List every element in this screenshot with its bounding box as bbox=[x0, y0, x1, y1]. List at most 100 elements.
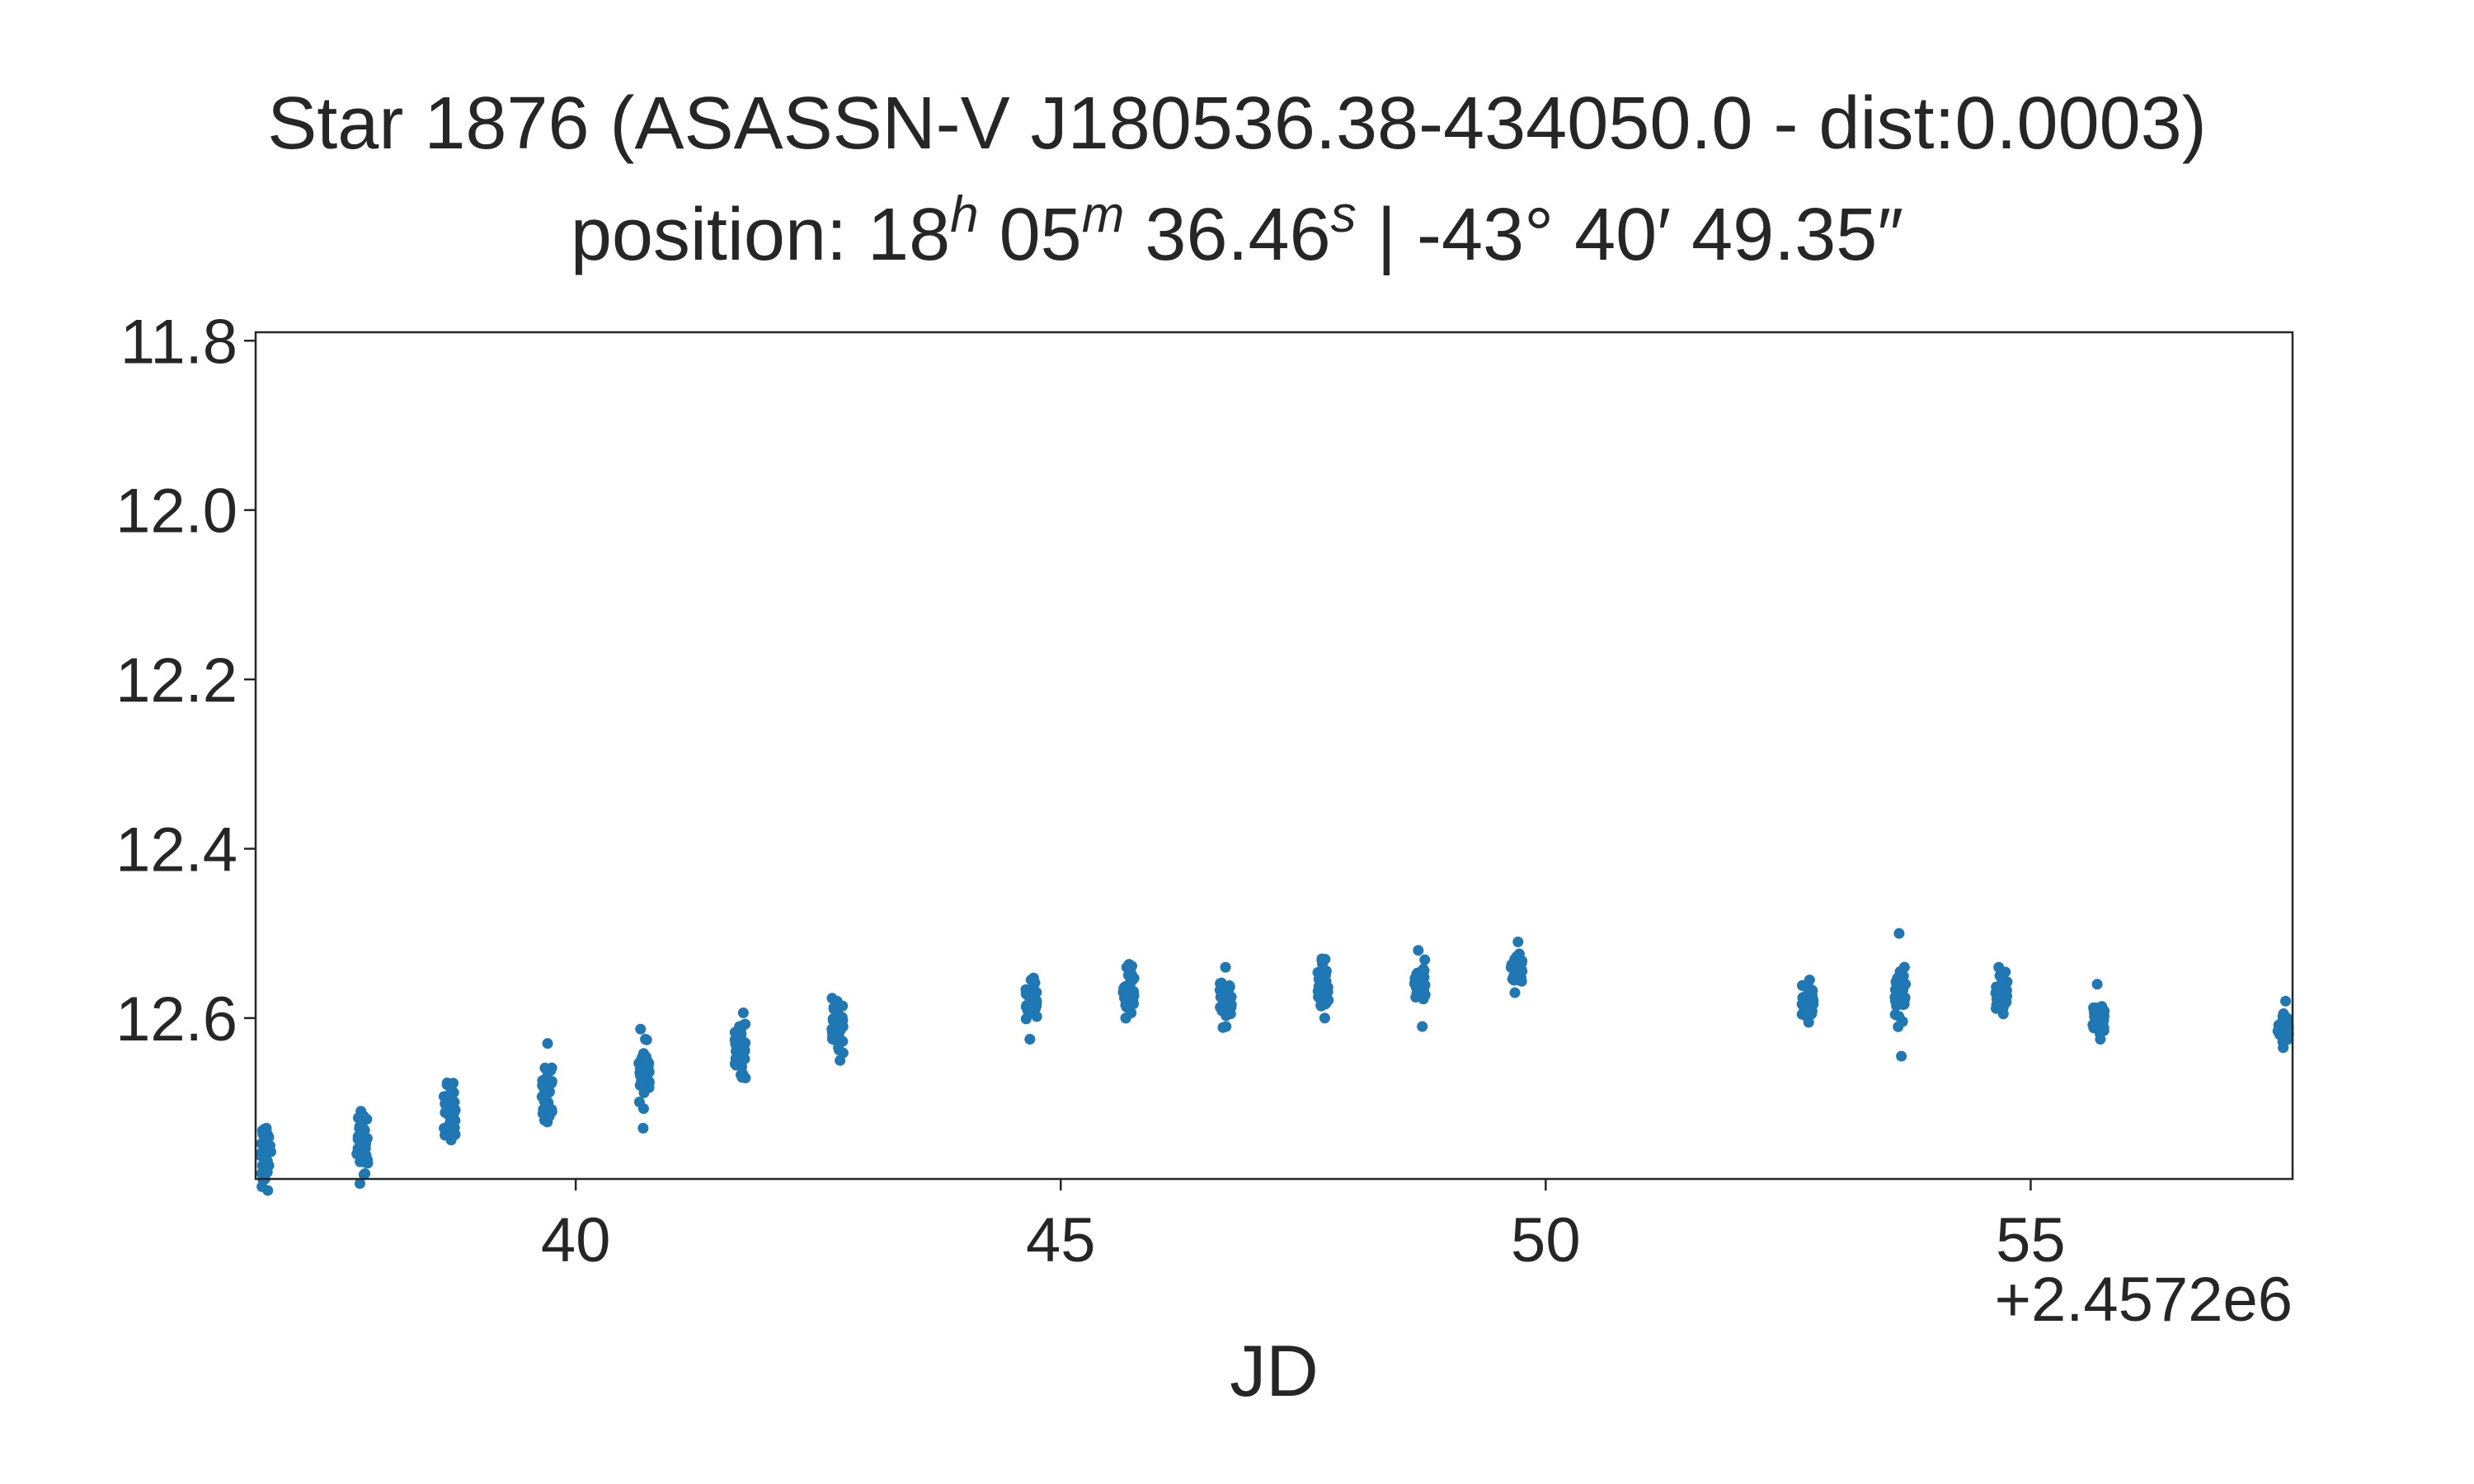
data-point bbox=[1516, 965, 1527, 976]
data-point bbox=[633, 1097, 645, 1108]
ra-seconds-superscript: s bbox=[1330, 186, 1357, 243]
y-tick-label: 12.0 bbox=[115, 477, 238, 547]
data-point bbox=[835, 1054, 846, 1066]
data-point bbox=[2282, 1013, 2293, 1025]
x-axis-label: JD bbox=[1230, 1330, 1319, 1411]
data-point bbox=[261, 1137, 272, 1148]
data-point bbox=[354, 1177, 365, 1189]
data-point bbox=[1030, 987, 1042, 998]
data-point bbox=[1419, 954, 1431, 965]
data-point bbox=[1997, 1008, 2009, 1020]
data-point bbox=[1319, 1012, 1330, 1024]
data-point bbox=[1898, 961, 1910, 973]
data-point bbox=[1892, 979, 1903, 990]
data-point bbox=[358, 1169, 369, 1181]
data-point bbox=[1025, 974, 1037, 986]
data-point bbox=[831, 995, 843, 1007]
data-point bbox=[635, 1070, 647, 1082]
ra-seconds: 36.46 bbox=[1124, 194, 1331, 276]
x-tick-label: 40 bbox=[541, 1205, 611, 1275]
data-point bbox=[827, 1028, 839, 1040]
y-tick-label: 12.6 bbox=[115, 984, 238, 1054]
data-point bbox=[1509, 987, 1521, 998]
data-point bbox=[2282, 1023, 2293, 1035]
data-point bbox=[1024, 1034, 1036, 1045]
data-point bbox=[358, 1127, 369, 1139]
data-point bbox=[1512, 953, 1523, 965]
data-point bbox=[2091, 1007, 2102, 1018]
data-point bbox=[2087, 1019, 2099, 1031]
data-point bbox=[449, 1106, 460, 1118]
data-point bbox=[1319, 965, 1330, 976]
data-point bbox=[543, 1077, 554, 1088]
data-point bbox=[543, 1110, 554, 1121]
data-point bbox=[1796, 1008, 1808, 1020]
chart-title: Star 1876 (ASASSN-V J180536.38-434050.0 … bbox=[267, 82, 2207, 165]
data-point bbox=[732, 1058, 744, 1069]
data-point bbox=[1413, 945, 1424, 956]
data-point bbox=[735, 1040, 746, 1051]
data-point bbox=[1993, 961, 2005, 973]
data-point bbox=[536, 1091, 548, 1102]
data-point bbox=[638, 1087, 650, 1098]
data-point bbox=[1127, 998, 1139, 1009]
data-point bbox=[440, 1105, 452, 1116]
x-tick-label: 55 bbox=[1996, 1205, 2066, 1275]
data-point bbox=[735, 1050, 746, 1061]
data-point bbox=[1893, 928, 1905, 939]
position-prefix: position: 18 bbox=[570, 194, 951, 276]
data-point bbox=[356, 1119, 368, 1130]
data-point bbox=[1316, 953, 1328, 965]
data-point bbox=[255, 1148, 266, 1159]
data-point bbox=[2091, 979, 2103, 990]
data-point bbox=[1999, 985, 2011, 997]
data-point bbox=[1315, 1000, 1327, 1012]
x-tick-label: 50 bbox=[1511, 1205, 1581, 1275]
data-point bbox=[1126, 974, 1138, 985]
data-point bbox=[1898, 970, 1909, 982]
data-point bbox=[542, 1038, 553, 1050]
y-axis-ticks: 11.8 12.0 12.2 12.4 12.6 bbox=[115, 307, 256, 1054]
data-point bbox=[1120, 1012, 1131, 1024]
y-tick-label: 11.8 bbox=[120, 307, 238, 377]
data-point bbox=[2095, 1034, 2106, 1045]
data-point bbox=[1418, 984, 1430, 996]
x-axis-ticks: 40 45 50 55 bbox=[541, 1179, 2066, 1275]
data-point bbox=[1994, 970, 2006, 982]
data-point bbox=[643, 1058, 655, 1069]
data-point bbox=[444, 1088, 455, 1100]
data-point bbox=[1220, 961, 1231, 973]
data-point bbox=[1117, 987, 1129, 998]
data-point bbox=[1315, 983, 1327, 994]
data-point bbox=[1221, 1021, 1232, 1032]
data-point bbox=[360, 1149, 372, 1161]
data-point bbox=[539, 1062, 551, 1073]
x-offset-label: +2.4572e6 bbox=[1995, 1265, 2293, 1335]
data-point bbox=[637, 1122, 649, 1134]
data-point bbox=[1803, 1017, 1814, 1028]
data-point bbox=[635, 1023, 647, 1035]
data-point bbox=[1222, 1004, 1234, 1016]
x-tick-label: 45 bbox=[1026, 1205, 1096, 1275]
data-point bbox=[2098, 1007, 2109, 1018]
data-point bbox=[1896, 997, 1907, 1008]
data-point bbox=[833, 1045, 844, 1056]
data-point bbox=[2278, 1042, 2289, 1054]
y-tick-label: 12.4 bbox=[115, 815, 238, 885]
chart-subtitle-position: position: 18h 05m 36.46s | -43° 40′ 49.3… bbox=[0, 190, 2474, 273]
ra-hours-superscript: h bbox=[950, 186, 979, 243]
data-point bbox=[262, 1185, 274, 1196]
data-point bbox=[351, 1148, 363, 1160]
data-point bbox=[1417, 1021, 1428, 1032]
ra-minutes: 05 bbox=[978, 194, 1082, 276]
declination: | -43° 40′ 49.35″ bbox=[1356, 194, 1904, 276]
data-point bbox=[444, 1127, 455, 1139]
data-point bbox=[261, 1122, 272, 1134]
data-point bbox=[827, 1013, 839, 1025]
data-point bbox=[355, 1106, 367, 1117]
data-point bbox=[1804, 974, 1815, 986]
data-point bbox=[737, 1007, 749, 1018]
data-point bbox=[1215, 991, 1226, 1003]
data-point bbox=[640, 1034, 651, 1045]
data-point bbox=[1222, 986, 1234, 998]
